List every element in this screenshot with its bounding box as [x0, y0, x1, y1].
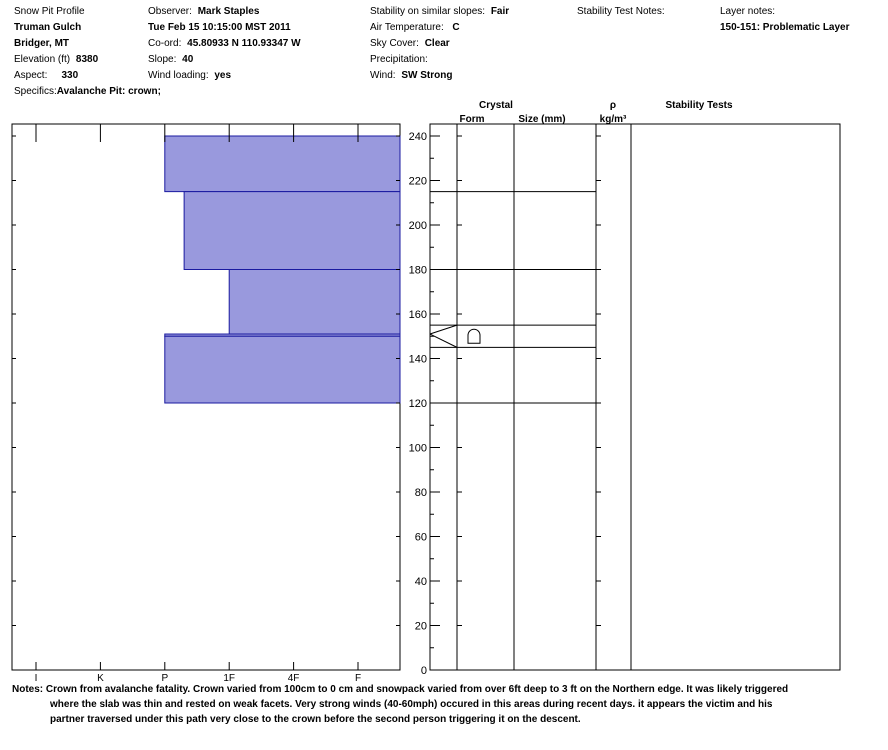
size-header: Size (mm)	[518, 114, 565, 125]
hardness-bar	[183, 191, 401, 270]
y-tick-label: 120	[409, 398, 427, 410]
y-tick-label: 100	[409, 443, 427, 455]
hardness-bar	[164, 135, 401, 193]
crystal-header: Crystal	[479, 100, 513, 111]
x-tick-label: 4F	[288, 673, 300, 684]
hardness-bar	[228, 269, 401, 335]
location-region: Bridger, MT	[14, 38, 70, 49]
notes-label: Notes:	[12, 684, 44, 695]
layer-notes-value: 150-151: Problematic Layer	[720, 22, 850, 33]
crystal-form-symbol	[467, 328, 481, 344]
hardness-bar	[164, 335, 401, 404]
connector-line	[429, 324, 458, 335]
tick-labels: 0 20 40 60 80 100 120 140 160 180 200 220 240 I K P 1F 4F…	[35, 131, 427, 684]
header-col5: Layer notes: 150-151: Problematic Layer	[720, 6, 850, 34]
x-tick-label: 1F	[223, 673, 235, 684]
notes-line-3: partner traversed under this path very c…	[50, 714, 581, 725]
density-unit-header: kg/m³	[600, 114, 627, 125]
sky-cover: Sky Cover: Clear	[370, 38, 450, 49]
tick-marks	[12, 124, 601, 671]
stability-test-notes: Stability Test Notes:	[577, 6, 665, 17]
y-tick-label: 200	[409, 220, 427, 232]
wind: Wind: SW Strong	[370, 70, 453, 81]
stability-tests-header: Stability Tests	[665, 100, 732, 111]
slope: Slope: 40	[148, 54, 194, 65]
y-tick-label: 80	[415, 487, 427, 499]
y-tick-label: 140	[409, 354, 427, 366]
density-header: ρ	[610, 100, 616, 111]
elevation: Elevation (ft) 8380	[14, 54, 99, 65]
connector-line	[429, 333, 458, 348]
wind-loading: Wind loading: yes	[148, 70, 232, 81]
y-tick-label: 20	[415, 621, 427, 633]
layer-notes-label: Layer notes:	[720, 6, 776, 17]
observation-date: Tue Feb 15 10:15:00 MST 2011	[148, 22, 291, 33]
air-temperature: Air Temperature: C	[370, 22, 460, 33]
chart-frames	[11, 123, 841, 671]
form-header: Form	[460, 114, 485, 125]
layer-boundary-lines	[430, 191, 596, 404]
x-tick-label: K	[97, 673, 104, 684]
x-tick-label: I	[35, 673, 38, 684]
notes: Notes: Crown from avalanche fatality. Cr…	[12, 682, 874, 727]
header-col3: Stability on similar slopes: Fair Air Te…	[370, 6, 509, 82]
y-tick-label: 160	[409, 309, 427, 321]
stability-similar-slopes: Stability on similar slopes: Fair	[370, 6, 510, 17]
y-tick-label: 220	[409, 176, 427, 188]
coordinates: Co-ord: 45.80933 N 110.93347 W	[148, 38, 301, 49]
location-name: Truman Gulch	[14, 22, 82, 33]
notes-line-1: Crown from avalanche fatality. Crown var…	[45, 684, 789, 695]
precipitation: Precipitation:	[370, 54, 428, 65]
crystal-symbols	[429, 324, 481, 348]
header-col4: Stability Test Notes:	[577, 6, 665, 18]
y-tick-label: 240	[409, 131, 427, 143]
y-tick-label: 60	[415, 532, 427, 544]
aspect: Aspect: 330	[14, 70, 79, 81]
x-tick-label: F	[355, 673, 361, 684]
specifics: Specifics:Avalanche Pit: crown;	[14, 86, 161, 97]
y-tick-label: 0	[421, 665, 427, 677]
y-tick-label: 180	[409, 265, 427, 277]
header-col1: Snow Pit Profile Truman Gulch Bridger, M…	[14, 6, 161, 98]
header-col2: Observer: Mark Staples Tue Feb 15 10:15:…	[148, 6, 301, 82]
hardness-bars	[164, 135, 401, 404]
column-headers: Crystal Form Size (mm) ρ kg/m³ Stability Test…	[460, 100, 733, 125]
notes-line-2: where the slab was thin and rested on we…	[50, 699, 773, 710]
profile-title: Snow Pit Profile	[14, 6, 85, 17]
layers-plot-frame	[429, 123, 841, 671]
x-tick-label: P	[161, 673, 168, 684]
y-tick-label: 40	[415, 576, 427, 588]
observer: Observer: Mark Staples	[148, 6, 260, 17]
